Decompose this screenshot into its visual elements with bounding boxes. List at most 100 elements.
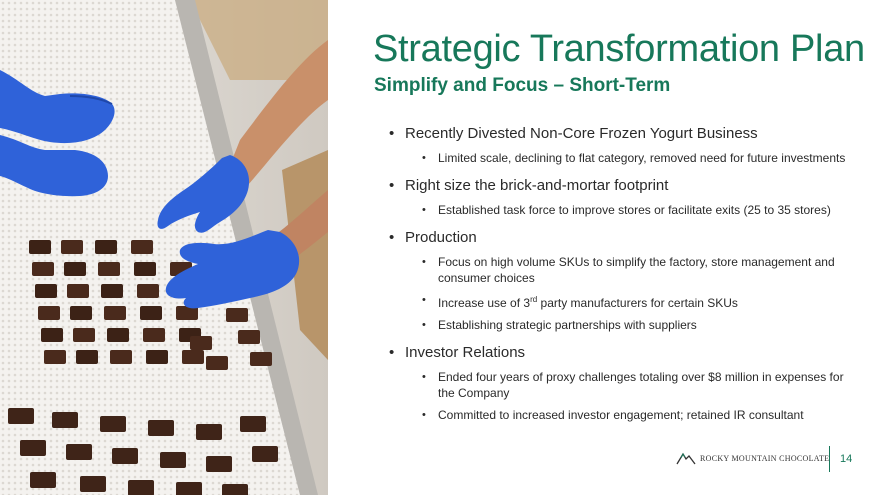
chocolate-piece [64,262,86,276]
chocolate-piece [128,480,154,495]
chocolate-piece [32,262,54,276]
bullet-heading-text: Right size the brick-and-mortar footprin… [405,177,669,194]
chocolate-piece [29,240,51,254]
sub-bullet: • Committed to increased investor engagem… [422,407,849,423]
chocolate-piece [148,420,174,436]
chocolate-piece [52,412,78,428]
chocolate-piece [98,262,120,276]
sub-bullet-dot: • [422,294,426,306]
sub-bullet-dot: • [422,152,426,164]
mountain-logo-icon [676,452,696,465]
hero-photo-chocolate-conveyor [0,0,328,495]
chocolate-piece [190,336,212,350]
page-subtitle: Simplify and Focus – Short-Term [374,75,671,96]
glove-right-bottom [165,230,300,309]
chocolate-piece [100,416,126,432]
sub-bullet-text: Committed to increased investor engageme… [438,408,804,422]
chocolate-piece [206,456,232,472]
sub-bullet-text: Establishing strategic partnerships with… [438,318,697,332]
bullet-heading-text: Production [405,229,477,246]
chocolate-piece [196,424,222,440]
chocolate-piece [110,350,132,364]
text-after-sup: party manufacturers for certain SKUs [537,296,738,310]
chocolate-pieces [8,240,278,495]
chocolate-piece [20,440,46,456]
chocolate-piece [226,308,248,322]
chocolate-piece [104,306,126,320]
sub-bullet-text: Limited scale, declining to flat categor… [438,151,846,165]
sub-bullet: • Increase use of 3rd party manufacturers… [422,292,849,311]
chocolate-piece [70,306,92,320]
chocolate-piece [146,350,168,364]
chocolate-piece [67,284,89,298]
chocolate-piece [176,482,202,495]
sub-bullet: • Limited scale, declining to flat catego… [422,150,849,166]
bullet-heading-text: Recently Divested Non-Core Frozen Yogurt… [405,125,758,142]
bullet-heading: • Production [389,228,849,247]
glove-left-bottom [0,135,108,197]
chocolate-piece [238,330,260,344]
chocolate-piece [250,352,272,366]
bullet-heading: • Investor Relations [389,343,849,362]
company-logo: ROCKY MOUNTAIN CHOCOLATE [676,451,829,465]
section-frozen-yogurt: • Recently Divested Non-Core Frozen Yogur… [389,124,849,166]
chocolate-piece [112,448,138,464]
chocolate-piece [176,306,198,320]
section-footprint: • Right size the brick-and-mortar footpri… [389,176,849,218]
chocolate-piece [182,350,204,364]
chocolate-piece [137,284,159,298]
chocolate-piece [73,328,95,342]
glove-right-top [157,155,250,233]
sub-bullet-dot: • [422,409,426,421]
chocolate-piece [206,356,228,370]
chocolate-piece [101,284,123,298]
sub-bullet-text: Established task force to improve stores… [438,203,831,217]
sub-bullet: • Ended four years of proxy challenges to… [422,369,849,401]
page-title: Strategic Transformation Plan [373,28,865,70]
company-name: ROCKY MOUNTAIN CHOCOLATE [700,453,830,463]
bullet-dot: • [389,229,395,246]
chocolate-piece [44,350,66,364]
chocolate-piece [140,306,162,320]
section-production: • Production • Focus on high volume SKUs t… [389,228,849,333]
sub-bullet-text: Ended four years of proxy challenges tot… [438,370,844,400]
section-investor-relations: • Investor Relations • Ended four years of… [389,343,849,423]
sub-bullet-text: Focus on high volume SKUs to simplify th… [438,255,835,285]
chocolate-piece [35,284,57,298]
chocolate-piece [41,328,63,342]
chocolate-piece [240,416,266,432]
sub-bullet: • Establishing strategic partnerships wit… [422,317,849,333]
chocolate-piece [66,444,92,460]
chocolate-piece [222,484,248,495]
chocolate-piece [30,472,56,488]
sub-bullet-dot: • [422,256,426,268]
footer-divider [829,446,830,472]
chocolate-piece [107,328,129,342]
chocolate-piece [80,476,106,492]
bullet-list: • Recently Divested Non-Core Frozen Yogur… [389,124,849,433]
chocolate-piece [76,350,98,364]
sub-bullet-dot: • [422,319,426,331]
chocolate-piece [252,446,278,462]
sub-bullet: • Focus on high volume SKUs to simplify t… [422,254,849,286]
ordinal-suffix: rd [530,295,538,304]
photo-illustration [0,0,328,495]
bullet-dot: • [389,344,395,361]
sub-bullet-dot: • [422,371,426,383]
sub-bullet: • Established task force to improve store… [422,202,849,218]
bullet-heading: • Recently Divested Non-Core Frozen Yogur… [389,124,849,143]
bullet-heading-text: Investor Relations [405,344,526,361]
chocolate-piece [61,240,83,254]
chocolate-piece [160,452,186,468]
bullet-dot: • [389,177,395,194]
bullet-dot: • [389,125,395,142]
chocolate-piece [8,408,34,424]
chocolate-piece [143,328,165,342]
chocolate-piece [38,306,60,320]
text-before-sup: Increase use of 3 [438,296,531,310]
arm-right-top [228,40,328,185]
chocolate-piece [131,240,153,254]
chocolate-piece [134,262,156,276]
sub-bullet-dot: • [422,204,426,216]
page-number: 14 [840,453,853,465]
